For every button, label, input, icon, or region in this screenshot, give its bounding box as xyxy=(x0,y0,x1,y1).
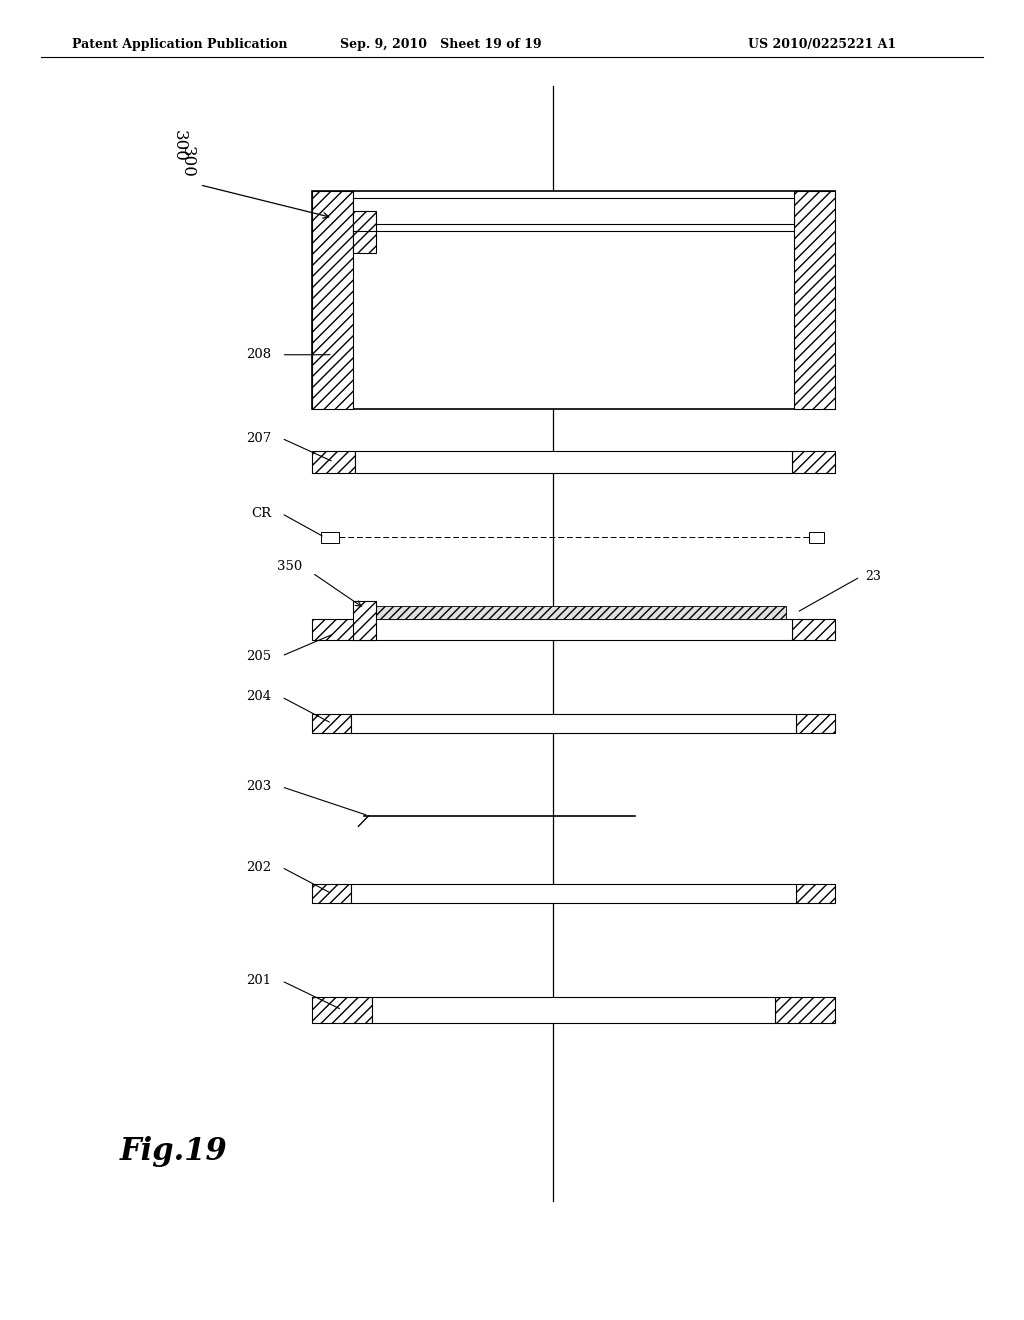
Text: 202: 202 xyxy=(246,861,271,874)
Text: 205: 205 xyxy=(246,649,271,663)
Text: 204: 204 xyxy=(246,690,271,704)
Text: Patent Application Publication: Patent Application Publication xyxy=(72,38,287,51)
Text: 23: 23 xyxy=(865,570,882,583)
Bar xyxy=(357,606,786,619)
Bar xyxy=(355,619,792,640)
Bar xyxy=(312,714,351,733)
Bar xyxy=(353,211,376,253)
Bar xyxy=(809,532,823,543)
Text: 201: 201 xyxy=(246,974,271,987)
Bar xyxy=(312,451,355,473)
Text: 203: 203 xyxy=(246,780,271,793)
Bar xyxy=(372,997,775,1023)
Bar xyxy=(353,198,794,224)
Bar xyxy=(792,619,835,640)
Bar xyxy=(796,884,835,903)
Bar xyxy=(794,191,835,409)
Text: CR: CR xyxy=(251,507,271,520)
Bar xyxy=(312,619,355,640)
Text: Sep. 9, 2010   Sheet 19 of 19: Sep. 9, 2010 Sheet 19 of 19 xyxy=(340,38,541,51)
Bar xyxy=(792,451,835,473)
Text: US 2010/0225221 A1: US 2010/0225221 A1 xyxy=(748,38,896,51)
Text: Fig.19: Fig.19 xyxy=(120,1135,228,1167)
Text: 207: 207 xyxy=(246,432,271,445)
Bar xyxy=(312,884,351,903)
Bar xyxy=(351,714,796,733)
Bar xyxy=(312,191,353,409)
Bar xyxy=(796,714,835,733)
Bar xyxy=(353,601,376,640)
Bar xyxy=(355,451,792,473)
Bar xyxy=(312,997,372,1023)
Bar xyxy=(775,997,835,1023)
Bar xyxy=(321,532,339,543)
Bar xyxy=(312,191,835,409)
Bar xyxy=(351,884,796,903)
Text: 300: 300 xyxy=(179,147,196,178)
Text: 350: 350 xyxy=(276,560,302,573)
Text: 208: 208 xyxy=(246,348,271,362)
Text: 300: 300 xyxy=(171,131,187,162)
